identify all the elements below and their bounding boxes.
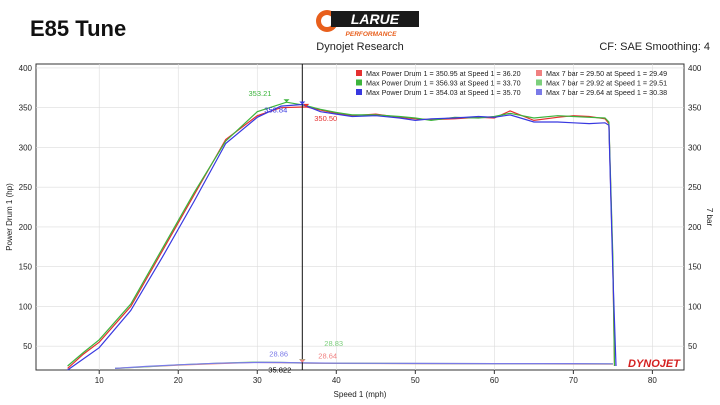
y-right-tick-label: 150 [688,263,702,272]
annotation-marker [299,101,306,105]
larue-logo: LARUE PERFORMANCE [316,10,419,38]
data-annotation: 353.84 [264,106,287,115]
data-annotation: 28.64 [318,351,337,360]
chart-subtitle: Dynojet Research [316,41,404,53]
y-tick-label: 50 [23,342,32,351]
legend-entry: Max Power Drum 1 = 354.03 at Speed 1 = 3… [366,88,521,97]
chart-title: E85 Tune [30,16,127,41]
series-line-1 [67,106,616,369]
legend-entry: Max 7 bar = 29.92 at Speed 1 = 29.51 [546,79,667,88]
y-right-tick-label: 50 [688,342,697,351]
data-annotation: 28.86 [269,349,288,358]
y-tick-label: 400 [19,64,33,73]
plot-area [35,63,685,371]
legend-entry: Max Power Drum 1 = 356.93 at Speed 1 = 3… [366,79,521,88]
annotation-marker [303,103,310,107]
data-annotation: 353.21 [249,89,272,98]
data-annotation: 28.83 [324,339,343,348]
annotation-marker [299,359,306,363]
correction-settings: CF: SAE Smoothing: 4 [599,41,710,53]
legend-swatch [356,89,362,95]
legend-entry: Max 7 bar = 29.50 at Speed 1 = 29.49 [546,69,667,78]
series-line-2 [67,101,616,367]
legend-swatch [536,89,542,95]
data-annotation: 35.822 [268,365,291,374]
x-tick-label: 70 [569,376,578,385]
legend-entry: Max 7 bar = 29.64 at Speed 1 = 30.38 [546,88,667,97]
data-annotation: 350.50 [314,114,337,123]
x-axis-label: Speed 1 (mph) [334,390,387,399]
y-tick-label: 150 [19,263,33,272]
y-right-tick-label: 200 [688,223,702,232]
x-tick-label: 30 [253,376,262,385]
annotation-marker [283,99,290,103]
y-right-tick-label: 250 [688,183,702,192]
x-tick-label: 80 [648,376,657,385]
y-tick-label: 350 [19,104,33,113]
y-axis-label: Power Drum 1 (hp) [5,183,14,251]
x-tick-label: 10 [95,376,104,385]
svg-text:LARUE: LARUE [351,11,400,27]
legend-swatch [536,70,542,76]
dynojet-watermark: DYNOJET [628,358,681,370]
legend-swatch [536,79,542,86]
legend-swatch [356,79,362,86]
y-right-tick-label: 300 [688,143,702,152]
y-tick-label: 100 [19,302,33,311]
x-tick-label: 20 [174,376,183,385]
x-tick-label: 40 [332,376,341,385]
y-right-tick-label: 350 [688,104,702,113]
series-line-6 [114,361,613,369]
x-tick-label: 50 [411,376,420,385]
svg-text:PERFORMANCE: PERFORMANCE [346,31,398,38]
series-line-3 [67,103,617,371]
y-right-tick-label: 100 [688,302,702,311]
legend-swatch [356,70,362,76]
y-tick-label: 300 [19,143,33,152]
legend-entry: Max Power Drum 1 = 350.95 at Speed 1 = 3… [366,69,521,78]
y-right-axis-label: 7 bar [705,208,714,227]
x-tick-label: 60 [490,376,499,385]
y-tick-label: 200 [19,223,33,232]
y-right-tick-label: 400 [688,64,702,73]
y-tick-label: 250 [19,183,33,192]
